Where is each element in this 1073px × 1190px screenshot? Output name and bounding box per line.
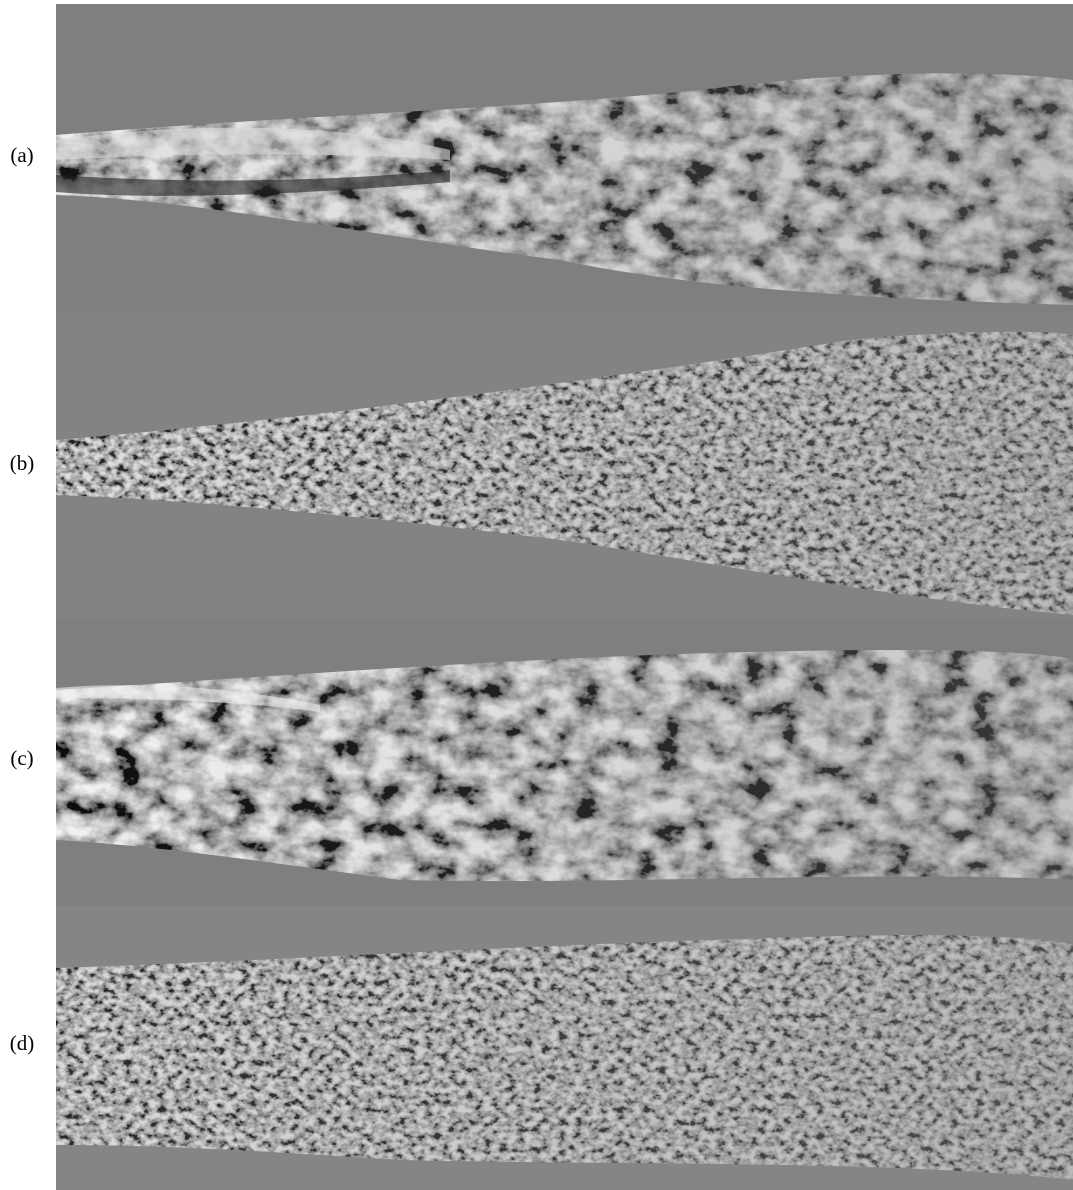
figure: (a) (b) (c) (d) bbox=[0, 0, 1073, 1190]
panel-c: (c) bbox=[10, 620, 1073, 906]
panel-a: (a) bbox=[10, 4, 1073, 312]
panel-b: (b) bbox=[10, 312, 1073, 620]
panel-d: (d) bbox=[10, 906, 1073, 1190]
flow-structure bbox=[56, 935, 1073, 1180]
panel-label: (a) bbox=[10, 143, 33, 167]
flow-structure bbox=[56, 650, 1073, 881]
panel-label: (d) bbox=[10, 1031, 35, 1055]
panel-label: (c) bbox=[10, 746, 33, 770]
panel-label: (b) bbox=[10, 451, 35, 475]
